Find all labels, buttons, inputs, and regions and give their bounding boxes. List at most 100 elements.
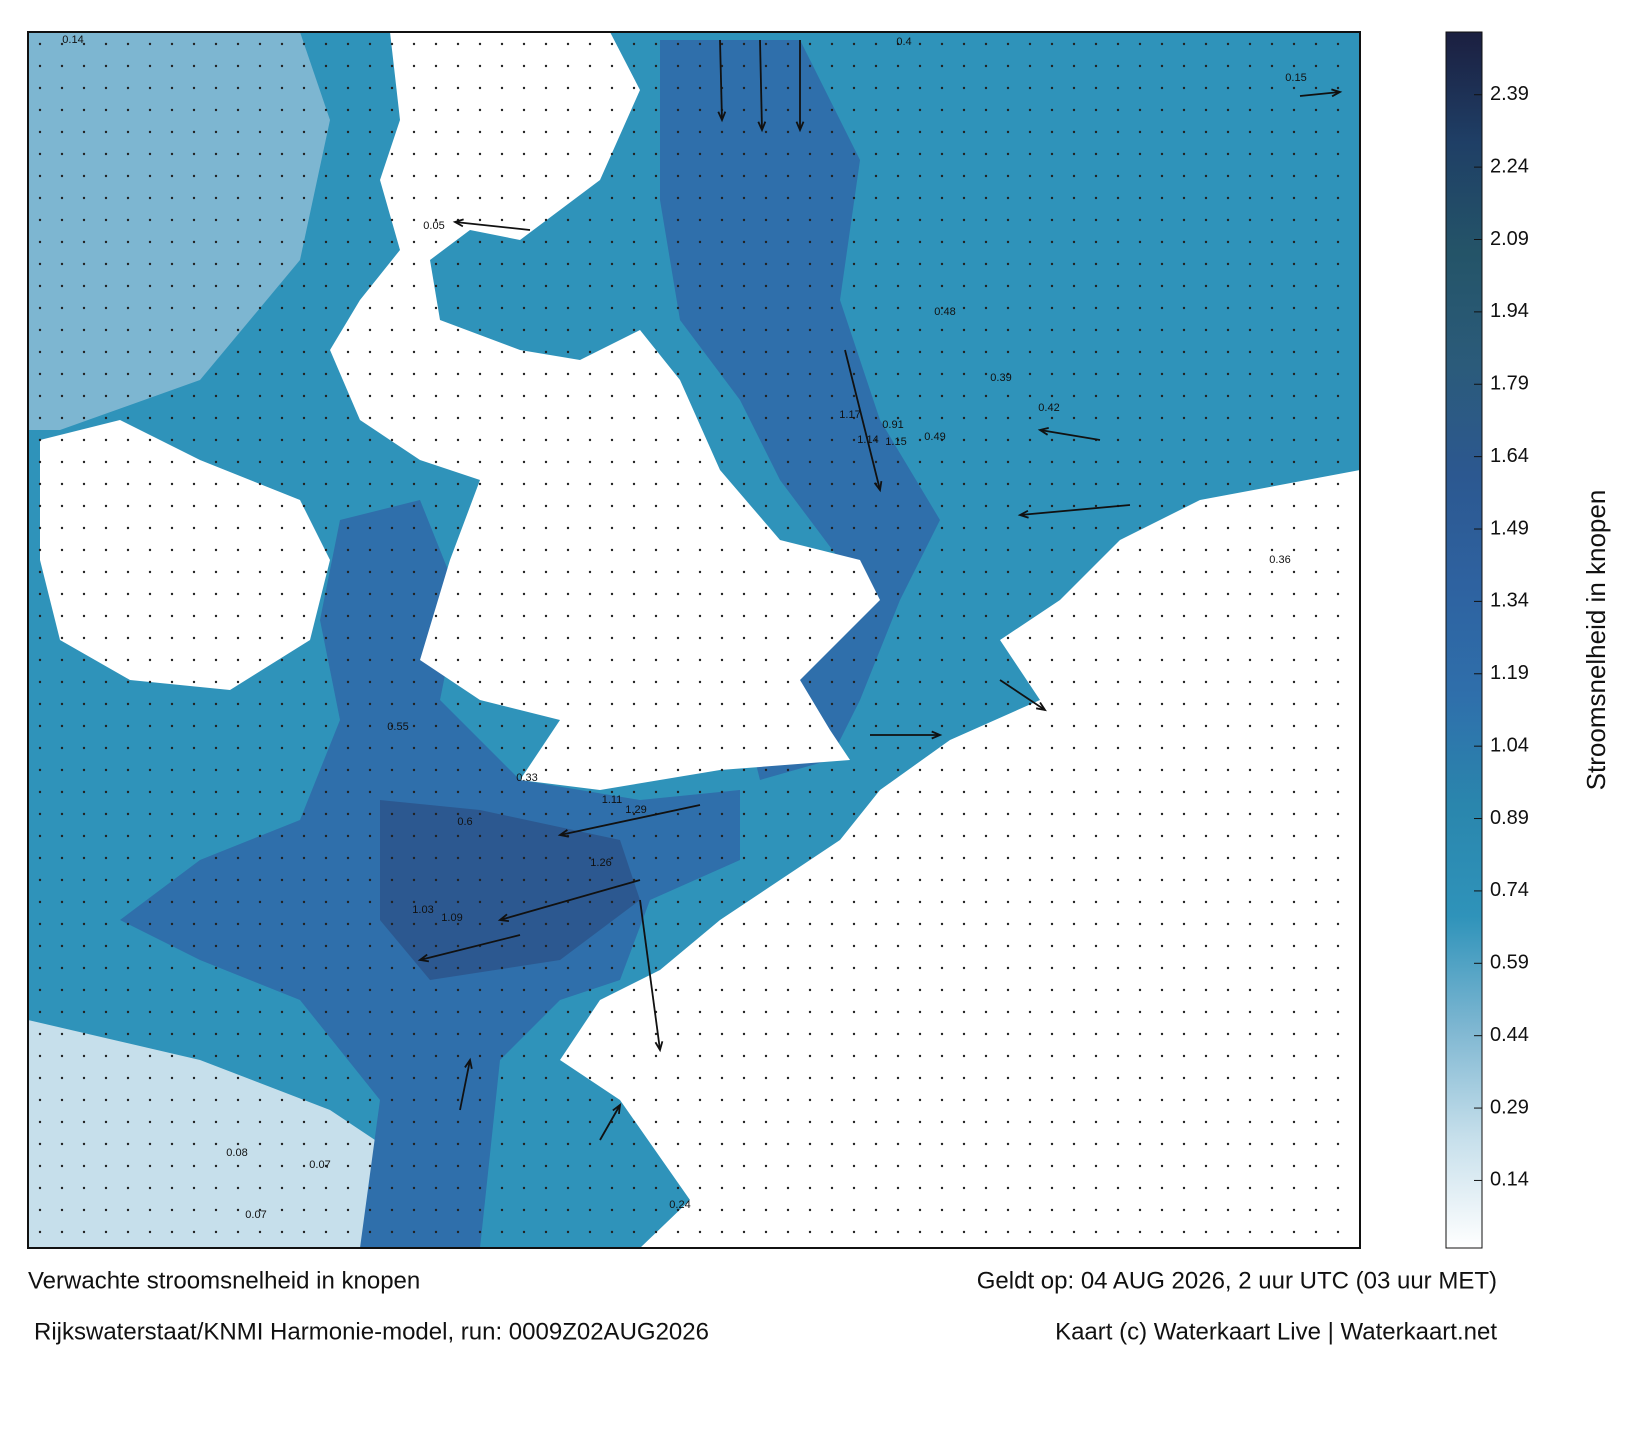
grid-dot [1248,768,1252,772]
grid-dot [1248,1186,1252,1190]
grid-dot [1292,350,1296,354]
grid-dot [544,922,548,926]
grid-dot [852,350,856,354]
grid-dot [1226,218,1230,222]
grid-dot [1138,592,1142,596]
grid-dot [1248,746,1252,750]
grid-dot [962,592,966,596]
grid-dot [1050,174,1054,178]
grid-dot [192,878,196,882]
grid-dot [192,944,196,948]
grid-dot [852,152,856,156]
grid-dot [896,966,900,970]
grid-dot [1204,108,1208,112]
grid-dot [258,614,262,618]
grid-dot [1050,218,1054,222]
grid-dot [852,240,856,244]
grid-dot [720,42,724,46]
grid-dot [1182,592,1186,596]
grid-dot [1336,1230,1340,1234]
grid-dot [478,856,482,860]
grid-dot [522,878,526,882]
grid-dot [566,196,570,200]
grid-dot [434,1208,438,1212]
grid-dot [896,988,900,992]
grid-dot [1050,504,1054,508]
grid-dot [830,1098,834,1102]
grid-dot [918,570,922,574]
grid-dot [1006,1186,1010,1190]
grid-dot [940,108,944,112]
grid-dot [1336,1010,1340,1014]
grid-dot [764,152,768,156]
grid-dot [940,218,944,222]
grid-dot [1028,64,1032,68]
grid-dot [1182,1186,1186,1190]
grid-dot [1292,306,1296,310]
grid-dot [544,174,548,178]
grid-dot [148,636,152,640]
grid-dot [962,1120,966,1124]
grid-dot [676,196,680,200]
grid-dot [610,1076,614,1080]
grid-dot [1336,900,1340,904]
grid-dot [280,240,284,244]
grid-dot [390,548,394,552]
grid-dot [962,900,966,904]
grid-dot [764,1010,768,1014]
shallow-area [28,1020,440,1248]
grid-dot [808,1076,812,1080]
grid-dot [1160,152,1164,156]
grid-dot [566,152,570,156]
grid-dot [786,1098,790,1102]
grid-dot [1006,1076,1010,1080]
grid-dot [522,856,526,860]
grid-dot [148,174,152,178]
grid-dot [1072,988,1076,992]
current-arrow [759,39,763,131]
grid-dot [588,438,592,442]
grid-dot [1028,482,1032,486]
grid-dot [104,724,108,728]
grid-dot [830,614,834,618]
grid-dot [940,636,944,640]
grid-dot [1226,592,1230,596]
grid-dot [346,86,350,90]
grid-dot [918,196,922,200]
grid-dot [566,1208,570,1212]
grid-dot [82,262,86,266]
grid-dot [1292,130,1296,134]
grid-dot [368,372,372,376]
grid-dot [720,350,724,354]
grid-dot [764,1208,768,1212]
grid-dot [214,1098,218,1102]
grid-dot [324,218,328,222]
grid-dots [38,42,1340,1234]
grid-dot [632,328,636,332]
grid-dot [346,460,350,464]
grid-dot [324,548,328,552]
grid-dot [148,504,152,508]
grid-dot [38,1010,42,1014]
grid-dot [1116,856,1120,860]
grid-dot [984,526,988,530]
grid-dot [280,658,284,662]
grid-dot [368,416,372,420]
grid-dot [302,64,306,68]
grid-dot [852,526,856,530]
grid-dot [346,1186,350,1190]
grid-dot [478,130,482,134]
grid-dot [82,306,86,310]
grid-dot [60,1164,64,1168]
grid-dot [720,702,724,706]
grid-dot [522,328,526,332]
grid-dot [962,64,966,68]
grid-dot [390,1142,394,1146]
grid-dot [1160,636,1164,640]
grid-dot [588,1142,592,1146]
grid-dot [588,328,592,332]
grid-dot [566,306,570,310]
grid-dot [830,1208,834,1212]
grid-dot [1270,1010,1274,1014]
grid-dot [698,570,702,574]
